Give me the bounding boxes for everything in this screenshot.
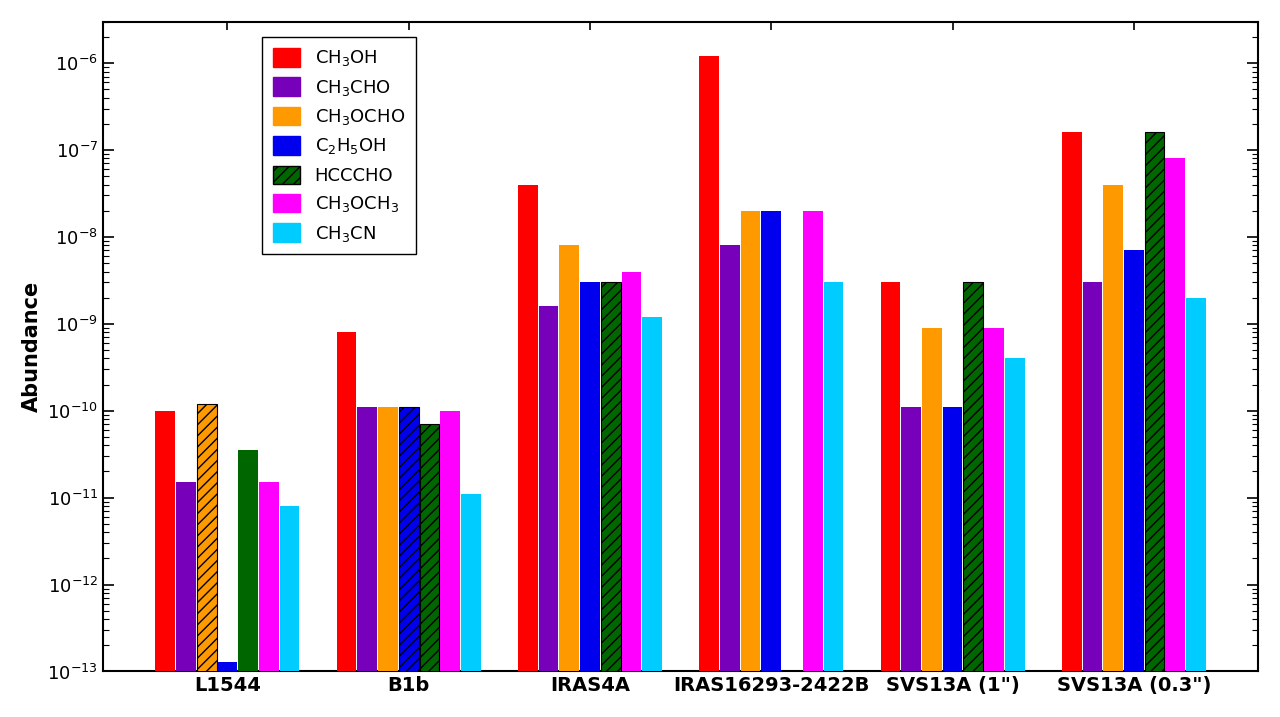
Bar <box>1083 282 1102 717</box>
Bar <box>218 662 237 717</box>
Bar <box>399 407 419 717</box>
Bar <box>155 411 175 717</box>
Bar <box>803 211 823 717</box>
Bar <box>1187 298 1206 717</box>
Bar <box>922 328 942 717</box>
Bar <box>280 506 300 717</box>
Bar <box>518 184 538 717</box>
Legend: CH$_3$OH, CH$_3$CHO, CH$_3$OCHO, C$_2$H$_5$OH, HCCCHO, CH$_3$OCH$_3$, CH$_3$CN: CH$_3$OH, CH$_3$CHO, CH$_3$OCHO, C$_2$H$… <box>262 37 416 255</box>
Y-axis label: Abundance: Abundance <box>22 281 42 412</box>
Bar <box>964 282 983 717</box>
Bar <box>238 450 259 717</box>
Bar <box>580 282 600 717</box>
Bar <box>378 407 398 717</box>
Bar <box>1062 133 1082 717</box>
Bar <box>357 407 378 717</box>
Bar <box>719 245 740 717</box>
Bar <box>539 306 558 717</box>
Bar <box>440 411 460 717</box>
Bar <box>699 56 719 717</box>
Bar <box>741 211 760 717</box>
Bar <box>259 483 279 717</box>
Bar <box>643 317 662 717</box>
Bar <box>1144 133 1165 717</box>
Bar <box>1165 158 1185 717</box>
Bar <box>762 211 781 717</box>
Bar <box>197 404 216 717</box>
Bar <box>1005 358 1024 717</box>
Bar <box>622 272 641 717</box>
Bar <box>823 282 844 717</box>
Bar <box>177 483 196 717</box>
Bar <box>337 332 356 717</box>
Bar <box>420 424 439 717</box>
Bar <box>1103 184 1123 717</box>
Bar <box>1124 250 1143 717</box>
Bar <box>942 407 963 717</box>
Bar <box>881 282 900 717</box>
Bar <box>901 407 920 717</box>
Bar <box>984 328 1004 717</box>
Bar <box>559 245 579 717</box>
Bar <box>600 282 621 717</box>
Bar <box>461 494 481 717</box>
